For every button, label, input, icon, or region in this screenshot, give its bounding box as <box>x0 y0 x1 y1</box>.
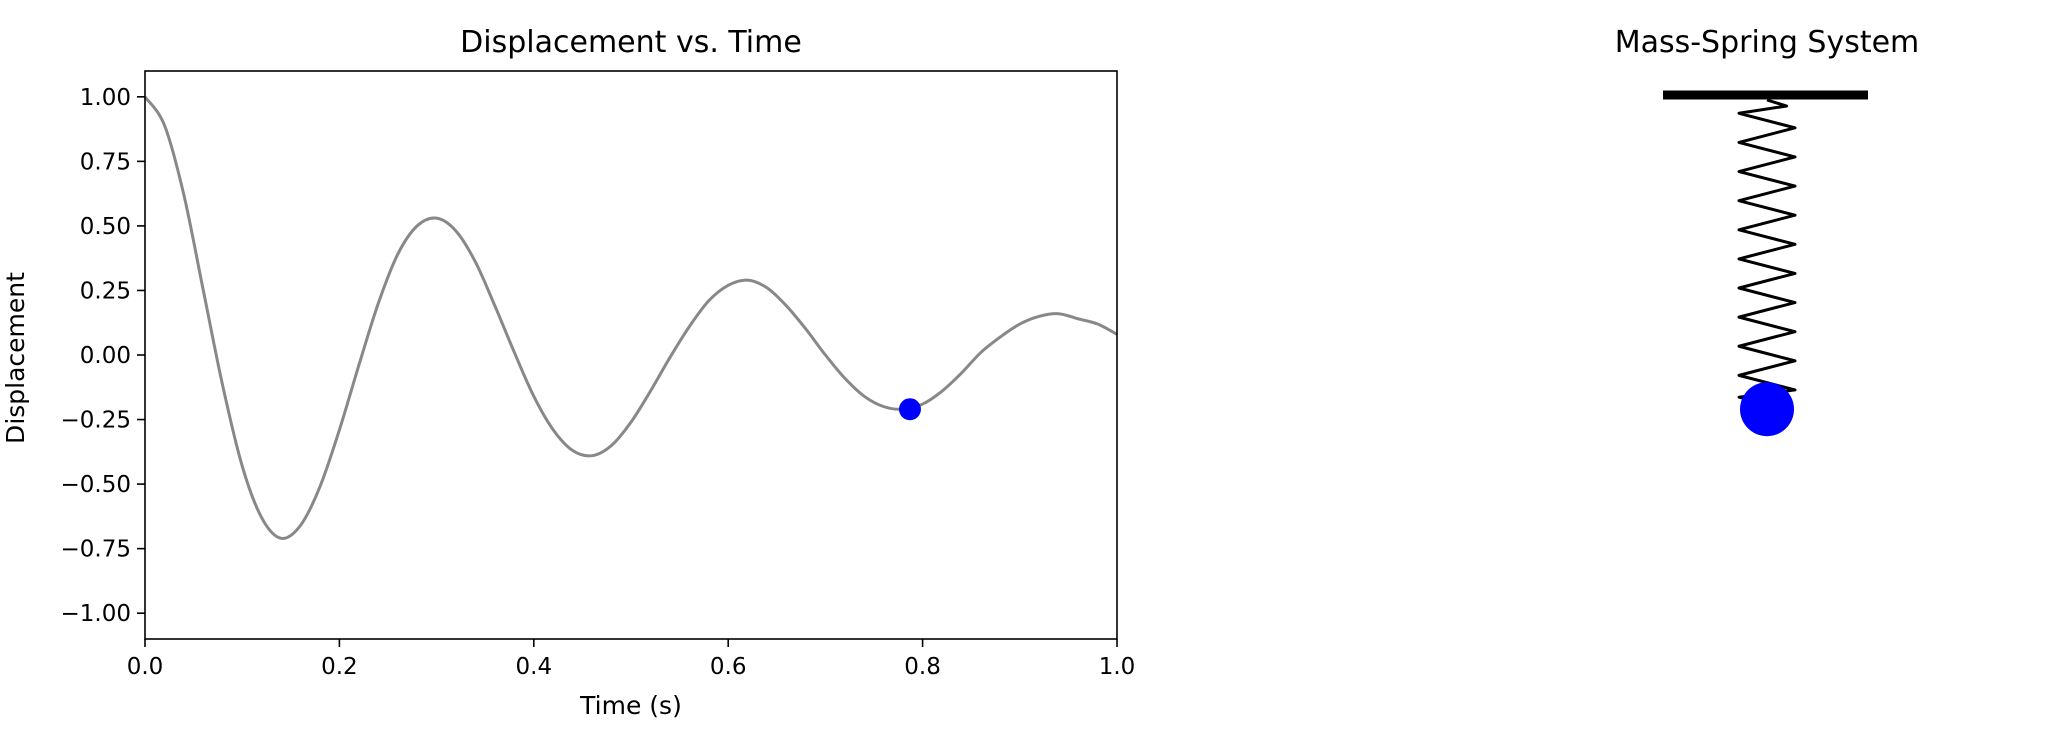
diagram-title: Mass-Spring System <box>1615 25 1920 60</box>
y-tick-label: 0.75 <box>80 149 131 175</box>
y-axis-label-wrap: Displacement <box>1 272 30 444</box>
y-tick-label: −0.50 <box>61 472 131 498</box>
y-tick-label: −0.75 <box>61 537 131 563</box>
current-position-marker <box>898 398 921 421</box>
y-tick-label: 0.00 <box>80 343 131 369</box>
y-tick-label: 1.00 <box>80 85 131 111</box>
chart-title: Displacement vs. Time <box>460 25 802 60</box>
y-tick-label: 0.50 <box>80 214 131 240</box>
x-ticks: 0.0 0.2 0.4 0.6 0.8 1.0 <box>127 639 1136 680</box>
y-ticks: 1.00 0.75 0.50 0.25 0.00 −0.25 −0.50 −0.75 −1.00 <box>61 85 145 627</box>
x-tick-label: 1.0 <box>1099 654 1136 680</box>
x-tick-label: 0.0 <box>127 654 164 680</box>
x-tick-label: 0.4 <box>516 654 553 680</box>
y-tick-label: 0.25 <box>80 278 131 304</box>
spring <box>1737 98 1797 405</box>
displacement-chart: Displacement vs. Time Displacement Time … <box>1 25 1135 720</box>
y-tick-label: −0.25 <box>61 408 131 434</box>
y-axis-label: Displacement <box>1 272 30 444</box>
x-tick-label: 0.8 <box>904 654 941 680</box>
mass-spring-diagram: Mass-Spring System <box>1615 25 1920 437</box>
mass-ball <box>1740 382 1794 437</box>
x-tick-label: 0.6 <box>710 654 747 680</box>
plot-area-frame <box>144 70 1118 640</box>
x-axis-label: Time (s) <box>579 691 682 720</box>
y-tick-label: −1.00 <box>61 601 131 627</box>
x-tick-label: 0.2 <box>321 654 358 680</box>
series-line-displacement <box>143 95 1118 540</box>
